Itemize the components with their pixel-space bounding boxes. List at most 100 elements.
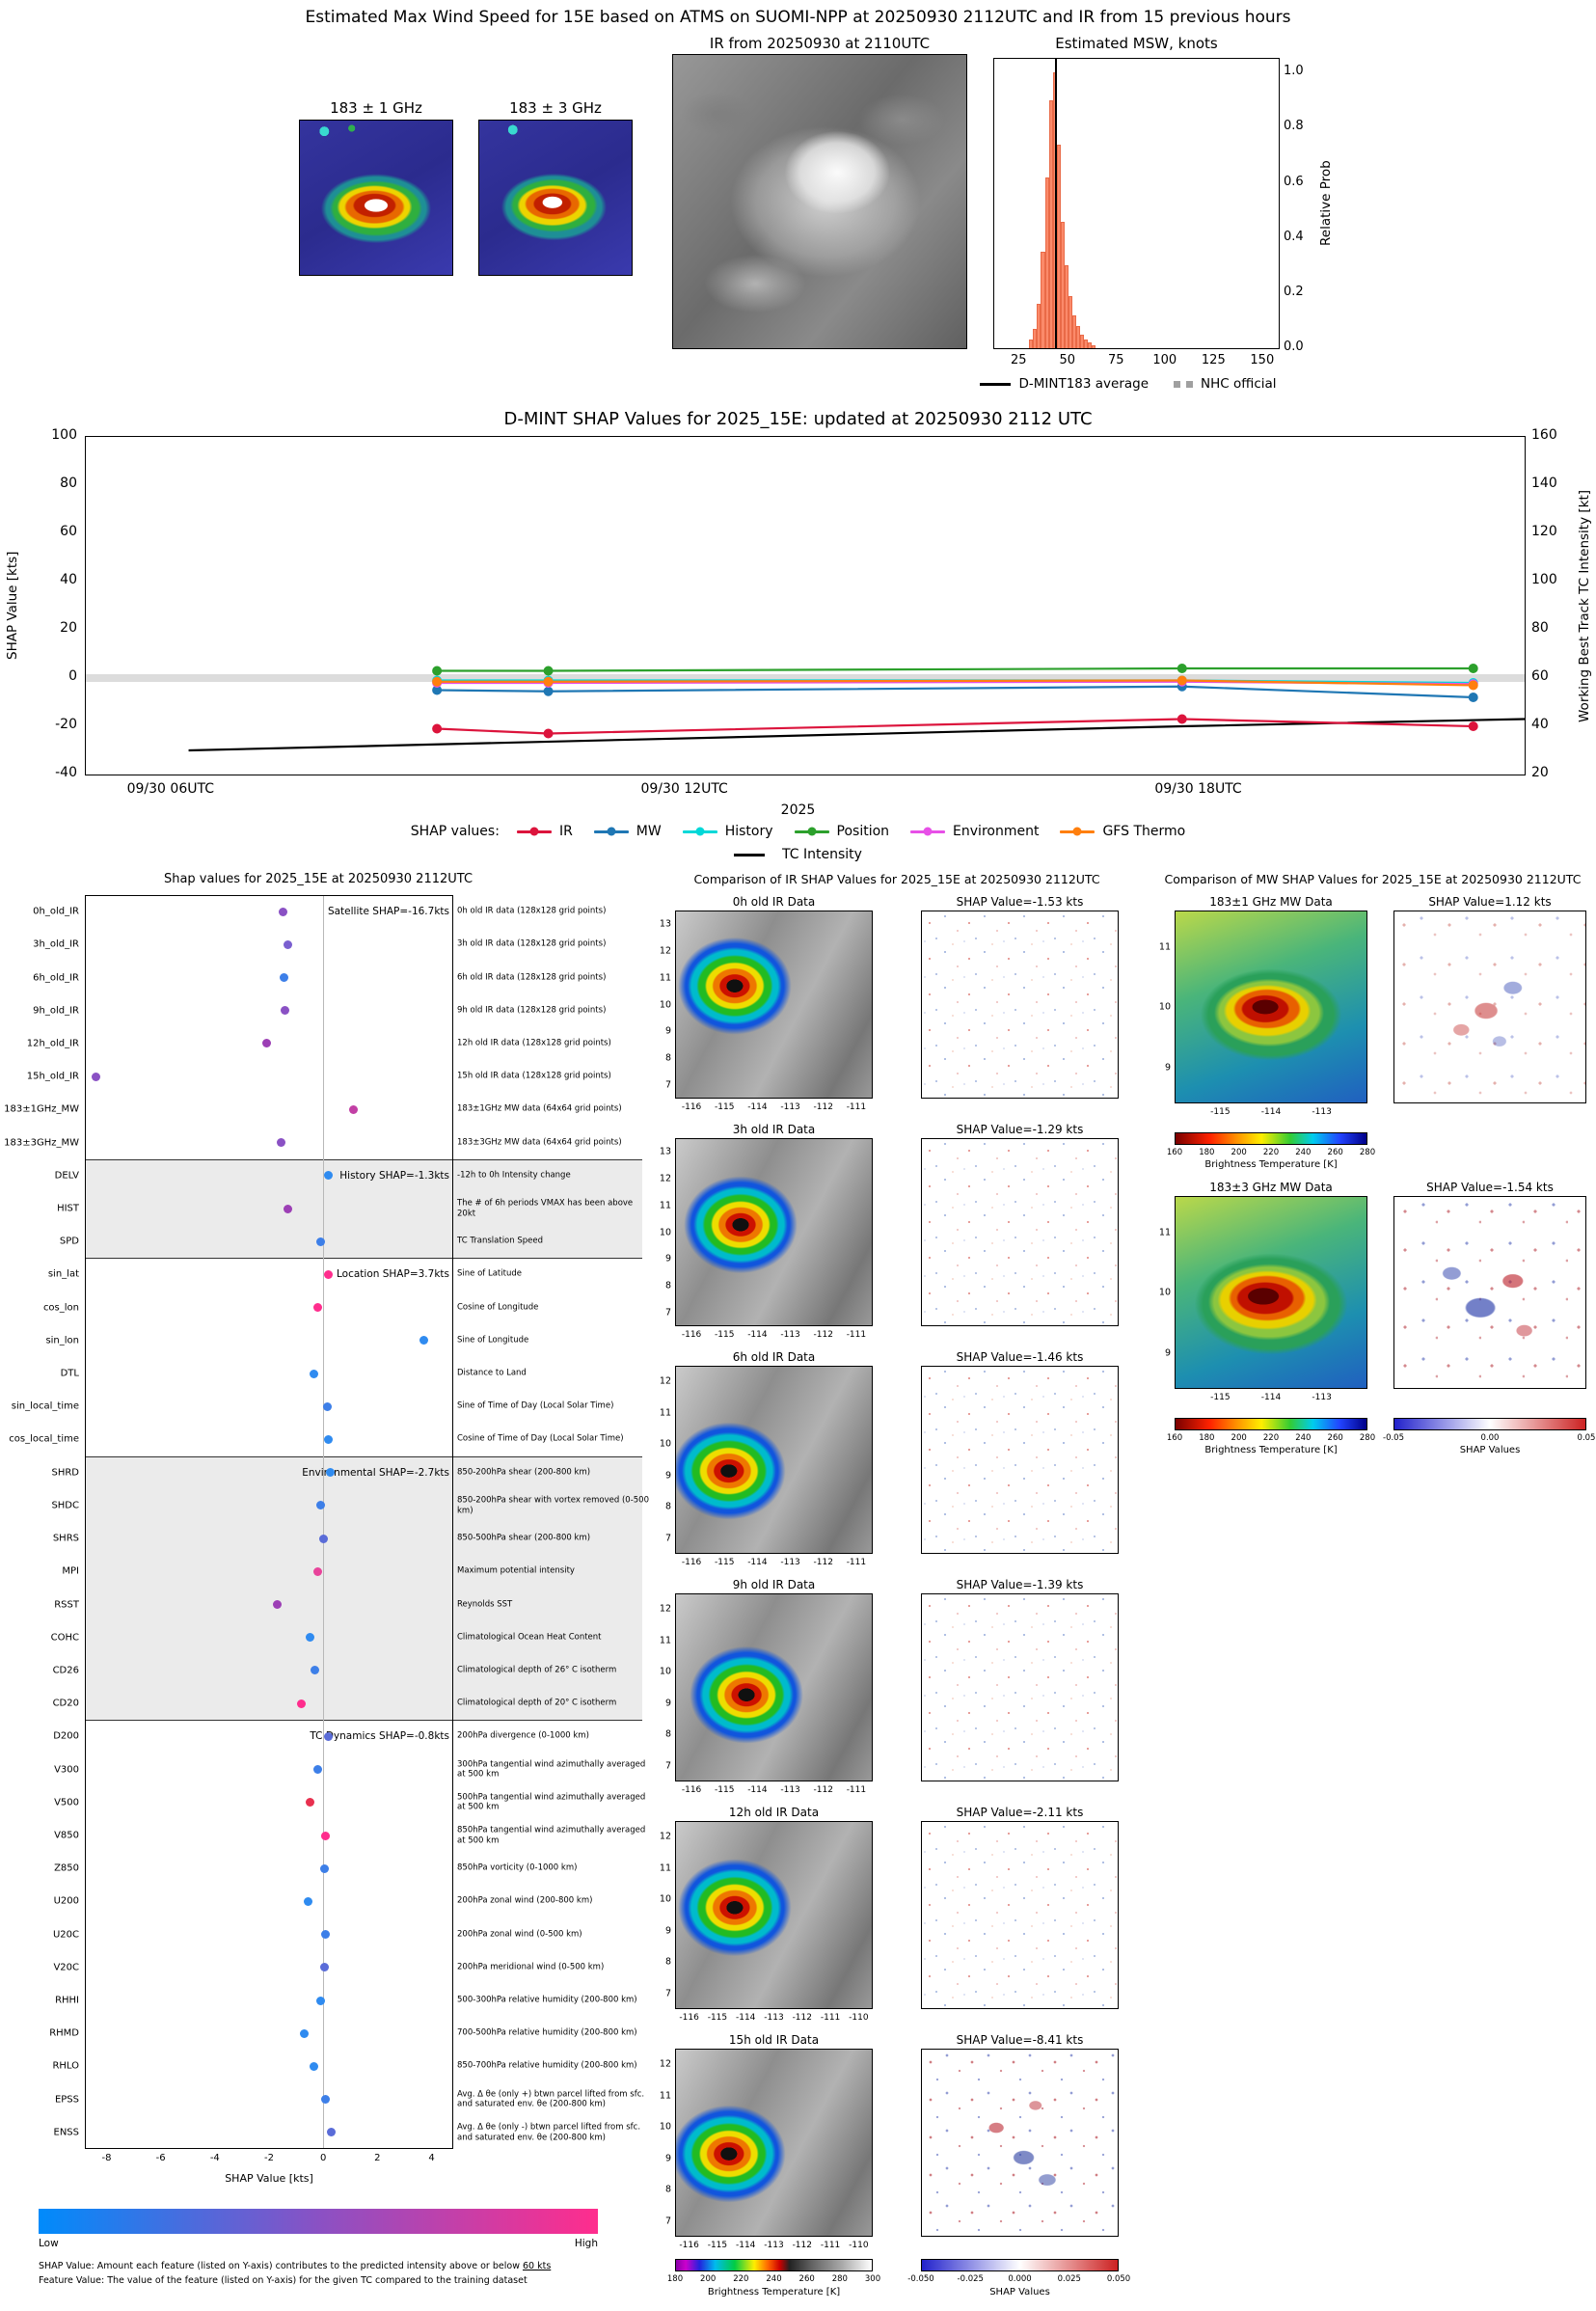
mw-bt-tick-label: 240 bbox=[1295, 1148, 1312, 1157]
ir-shap-title: SHAP Value=-2.11 kts bbox=[956, 1806, 1084, 1819]
ir-ytick-label: 11 bbox=[659, 1635, 671, 1646]
ir-ytick-label: 11 bbox=[659, 2090, 671, 2102]
ir-bt-tick-label: 240 bbox=[766, 2274, 782, 2284]
feature-label: cos_lon bbox=[42, 1302, 79, 1314]
mw-comparison-title: Comparison of MW SHAP Values for 2025_15… bbox=[1164, 872, 1582, 886]
ts-ytick-left: 40 bbox=[60, 572, 77, 587]
hist-ytick-label: 0.0 bbox=[1284, 340, 1304, 354]
ir-comparison-title: Comparison of IR SHAP Values for 2025_15… bbox=[693, 872, 1100, 886]
feature-description: 200hPa divergence (0-1000 km) bbox=[457, 1731, 589, 1742]
ir-data-title: 0h old IR Data bbox=[732, 895, 816, 909]
footnote-60kts-link[interactable]: 60 kts bbox=[522, 2261, 552, 2271]
timeseries-yticks-left: 100 80 60 40 20 0 -20 -40 bbox=[27, 427, 77, 780]
ir-bt-colorbar bbox=[675, 2259, 873, 2271]
hist-ytick-label: 0.4 bbox=[1284, 229, 1304, 244]
ir-xtick-label: -115 bbox=[715, 1558, 735, 1567]
hist-legend-item: D-MINT183 average bbox=[980, 376, 1149, 392]
histogram-bar bbox=[1068, 295, 1072, 348]
feature-description: 200hPa meridional wind (0-500 km) bbox=[457, 1962, 605, 1972]
ir-ytick-label: 9 bbox=[664, 1925, 671, 1937]
ir-ytick-label: 7 bbox=[664, 1079, 671, 1091]
mw-bt-tick-label: 200 bbox=[1231, 1433, 1247, 1443]
feature-shap-dot bbox=[284, 939, 293, 949]
histogram-title: Estimated MSW, knots bbox=[1055, 35, 1218, 52]
timeseries-title: D-MINT SHAP Values for 2025_15E: updated… bbox=[503, 409, 1093, 429]
mw-data-image bbox=[1175, 1196, 1367, 1389]
feature-shap-dot bbox=[318, 1534, 328, 1543]
mw-bt-colorbar-label: Brightness Temperature [K] bbox=[1204, 1159, 1338, 1170]
ir-bt-tick-label: 200 bbox=[700, 2274, 717, 2284]
mw-bt-tick-label: 220 bbox=[1262, 1148, 1280, 1157]
ir-ytick-label: 9 bbox=[664, 1698, 671, 1709]
ts-xtick-label: 09/30 18UTC bbox=[1154, 781, 1242, 797]
legend-item-mw: MW bbox=[593, 824, 662, 839]
dotplot-xtick-label: -2 bbox=[264, 2153, 274, 2163]
ir-ytick-label: 10 bbox=[659, 1438, 671, 1450]
ir-ytick-label: 12 bbox=[659, 1831, 671, 1842]
ir-xtick-label: -115 bbox=[707, 2013, 728, 2023]
tc-intensity-label: TC Intensity bbox=[782, 847, 862, 862]
ir-shap-tick-label: -0.025 bbox=[957, 2274, 984, 2284]
feature-shap-dot bbox=[324, 1434, 334, 1444]
nhc-squares-marker bbox=[1174, 380, 1194, 388]
ir-shap-image bbox=[921, 1821, 1119, 2009]
feature-label: RSST bbox=[54, 1599, 79, 1611]
mw-bt-colorbar bbox=[1175, 1132, 1367, 1145]
dotplot-group-header: History SHAP=-1.3kts bbox=[339, 1169, 449, 1182]
ir-data-title: 12h old IR Data bbox=[728, 1806, 820, 1819]
ir-shap-title: SHAP Value=-8.41 kts bbox=[956, 2033, 1084, 2047]
ir-shap-title: SHAP Value=-1.53 kts bbox=[956, 895, 1084, 909]
feature-description: Sine of Longitude bbox=[457, 1335, 529, 1346]
ir-xtick-label: -112 bbox=[813, 1330, 833, 1340]
ir-shap-colorbar-label: SHAP Values bbox=[989, 2287, 1050, 2297]
feature-label: V20C bbox=[53, 1962, 79, 1973]
ir-ytick-label: 9 bbox=[664, 2153, 671, 2164]
ts-xtick-label: 09/30 06UTC bbox=[126, 781, 214, 797]
feature-description: TC Translation Speed bbox=[457, 1236, 543, 1246]
feature-shap-dot bbox=[305, 1798, 314, 1808]
feature-label: sin_local_time bbox=[11, 1400, 79, 1412]
dotplot-xtick-label: 0 bbox=[319, 2153, 327, 2163]
histogram-bar bbox=[1060, 221, 1065, 348]
histogram-bar bbox=[1075, 326, 1080, 348]
ir-bt-tick-label: 260 bbox=[798, 2274, 815, 2284]
hist-xtick-label: 75 bbox=[1108, 353, 1124, 367]
ir-xtick-label: -113 bbox=[780, 1558, 800, 1567]
mw-bt-tick-label: 240 bbox=[1295, 1433, 1312, 1443]
ir-xtick-label: -116 bbox=[679, 2241, 699, 2250]
ir-shap-tick-label: 0.050 bbox=[1106, 2274, 1131, 2284]
ir-ytick-label: 9 bbox=[664, 1025, 671, 1037]
feature-shap-dot bbox=[321, 1831, 331, 1840]
ts-ytick-left: 60 bbox=[60, 524, 77, 539]
mw-bt-tick-label: 160 bbox=[1166, 1433, 1183, 1443]
ir-shap-tick-label: 0.000 bbox=[1008, 2274, 1032, 2284]
ir-ytick-label: 12 bbox=[659, 1375, 671, 1387]
histogram-bar bbox=[1048, 99, 1053, 348]
feature-shap-dot bbox=[320, 1863, 330, 1873]
feature-description: 3h old IR data (128x128 grid points) bbox=[457, 939, 607, 949]
dotplot-xtick-label: -6 bbox=[155, 2153, 166, 2163]
feature-shap-dot bbox=[348, 1104, 358, 1114]
ir-ytick-label: 10 bbox=[659, 999, 671, 1010]
ir-bt-tick-label: 280 bbox=[831, 2274, 848, 2284]
ir-image-title: IR from 20250930 at 2110UTC bbox=[709, 35, 931, 52]
dotplot-zero-line bbox=[323, 895, 325, 2149]
series-label: Environment bbox=[953, 824, 1040, 839]
feature-description: 6h old IR data (128x128 grid points) bbox=[457, 972, 607, 983]
feature-shap-dot bbox=[277, 1138, 286, 1148]
ir-ytick-label: 9 bbox=[664, 1470, 671, 1482]
feature-description: Climatological depth of 20° C isotherm bbox=[457, 1698, 617, 1708]
legend-item-history: History bbox=[682, 824, 773, 839]
mw-bt-tick-label: 180 bbox=[1199, 1148, 1215, 1157]
ir-data-image bbox=[675, 2049, 873, 2237]
mw-xtick-label: -115 bbox=[1210, 1393, 1231, 1402]
mw-183-1ghz-image bbox=[299, 120, 453, 276]
feature-description: 200hPa zonal wind (0-500 km) bbox=[457, 1929, 582, 1940]
feature-shap-dot bbox=[313, 1303, 323, 1313]
ts-ytick-right: 100 bbox=[1531, 572, 1557, 587]
feature-label: CD20 bbox=[52, 1698, 79, 1709]
dotplot-xtick-label: 4 bbox=[428, 2153, 435, 2163]
histogram-bar bbox=[1056, 144, 1061, 348]
ir-ytick-label: 13 bbox=[659, 918, 671, 930]
ts-ytick-right: 60 bbox=[1531, 668, 1549, 684]
